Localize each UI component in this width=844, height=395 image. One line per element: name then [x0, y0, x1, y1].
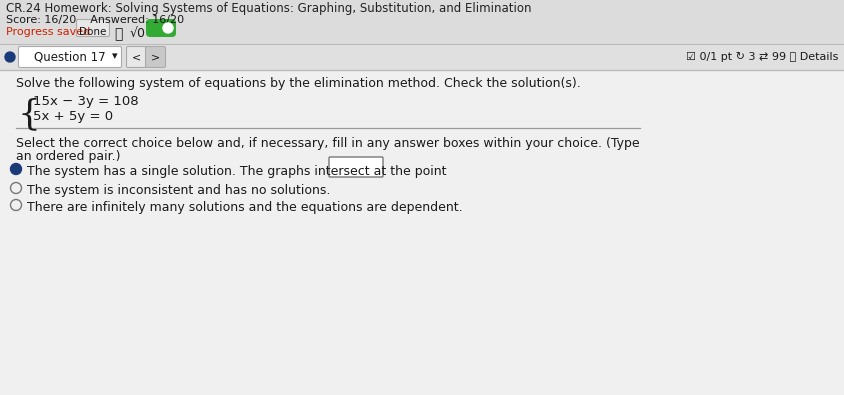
Text: CR.24 Homework: Solving Systems of Equations: Graphing, Substitution, and Elimin: CR.24 Homework: Solving Systems of Equat… [6, 2, 531, 15]
Circle shape [10, 199, 21, 211]
Text: The system is inconsistent and has no solutions.: The system is inconsistent and has no so… [27, 184, 330, 197]
Circle shape [5, 52, 15, 62]
Text: The system has a single solution. The graphs intersect at the point: The system has a single solution. The gr… [27, 165, 446, 178]
Text: Done: Done [79, 27, 106, 37]
Text: Select the correct choice below and, if necessary, fill in any answer boxes with: Select the correct choice below and, if … [16, 137, 639, 150]
Circle shape [163, 23, 173, 33]
Text: √0: √0 [130, 27, 146, 40]
FancyBboxPatch shape [145, 47, 165, 68]
Text: Question 17: Question 17 [34, 51, 106, 64]
FancyBboxPatch shape [77, 19, 110, 36]
Text: {: { [18, 97, 41, 131]
Text: Progress saved: Progress saved [6, 27, 90, 37]
Text: >: > [151, 52, 160, 62]
Text: 15x − 3y = 108: 15x − 3y = 108 [33, 95, 138, 108]
Text: an ordered pair.): an ordered pair.) [16, 150, 121, 163]
FancyBboxPatch shape [328, 157, 382, 177]
FancyBboxPatch shape [0, 70, 844, 395]
Text: ▾: ▾ [112, 51, 117, 61]
FancyBboxPatch shape [19, 47, 122, 68]
FancyBboxPatch shape [0, 44, 844, 70]
FancyBboxPatch shape [0, 0, 844, 70]
Text: <: < [132, 52, 141, 62]
FancyBboxPatch shape [127, 47, 146, 68]
Circle shape [10, 182, 21, 194]
Text: ⎙: ⎙ [114, 27, 122, 41]
Text: ☑ 0/1 pt ↻ 3 ⇄ 99 ⓘ Details: ☑ 0/1 pt ↻ 3 ⇄ 99 ⓘ Details [684, 52, 837, 62]
Circle shape [10, 164, 21, 175]
Text: Solve the following system of equations by the elimination method. Check the sol: Solve the following system of equations … [16, 77, 580, 90]
Text: 5x + 5y = 0: 5x + 5y = 0 [33, 110, 113, 123]
Text: Score: 16/20    Answered: 16/20: Score: 16/20 Answered: 16/20 [6, 15, 184, 25]
FancyBboxPatch shape [146, 19, 176, 37]
Text: There are infinitely many solutions and the equations are dependent.: There are infinitely many solutions and … [27, 201, 462, 214]
